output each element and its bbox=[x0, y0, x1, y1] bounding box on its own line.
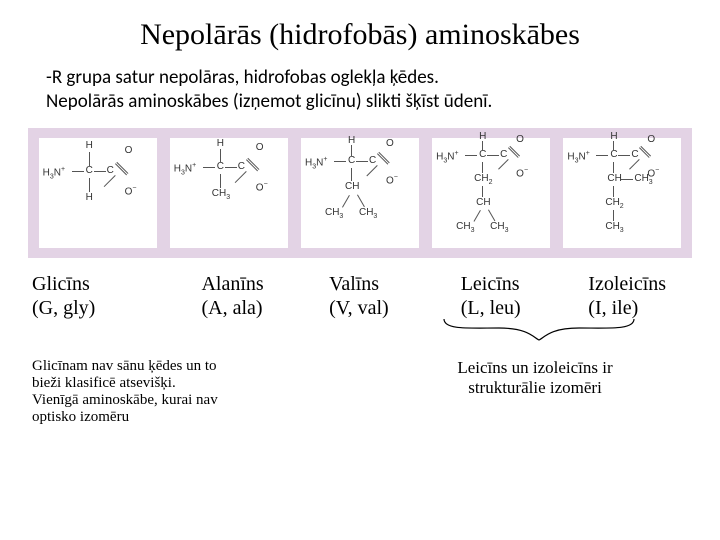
label-alanine: Alanīns (A, ala) bbox=[201, 272, 329, 320]
subtitle-block: -R grupa satur nepolāras, hidrofobas ogl… bbox=[46, 66, 682, 114]
page-title: Nepolārās (hidrofobās) aminoskābes bbox=[28, 18, 692, 52]
subtitle-line-1: -R grupa satur nepolāras, hidrofobas ogl… bbox=[46, 66, 439, 89]
label-code: (I, ile) bbox=[588, 296, 688, 320]
label-leucine: Leicīns (L, leu) bbox=[461, 272, 589, 320]
label-name: Glicīns bbox=[32, 272, 201, 296]
label-code: (A, ala) bbox=[201, 296, 329, 320]
label-isoleucine: Izoleicīns (I, ile) bbox=[588, 272, 688, 320]
label-name: Izoleicīns bbox=[588, 272, 688, 296]
structure-valine: H3N+ C H C O O− CH CH3 CH3 bbox=[301, 138, 419, 248]
label-name: Alanīns bbox=[201, 272, 329, 296]
note-glycine: Glicīnam nav sānu ķēdes un to bieži klas… bbox=[32, 358, 222, 427]
structures-band: H3N+ C H C O O− H H3N+ C H C O O− CH3 H3… bbox=[28, 128, 692, 258]
label-valine: Valīns (V, val) bbox=[329, 272, 461, 320]
brace-icon bbox=[439, 316, 639, 344]
structure-isoleucine: H3N+ C H C O O− CH CH3 CH2 CH3 bbox=[563, 138, 681, 248]
structure-alanine: H3N+ C H C O O− CH3 bbox=[170, 138, 288, 248]
note-isomers: Leicīns un izoleicīns ir strukturālie iz… bbox=[420, 358, 650, 427]
bottom-notes: Glicīnam nav sānu ķēdes un to bieži klas… bbox=[28, 358, 692, 427]
label-name: Leicīns bbox=[461, 272, 589, 296]
labels-row: Glicīns (G, gly) Alanīns (A, ala) Valīns… bbox=[28, 272, 692, 320]
label-code: (G, gly) bbox=[32, 296, 201, 320]
label-name: Valīns bbox=[329, 272, 461, 296]
structure-glycine: H3N+ C H C O O− H bbox=[39, 138, 157, 248]
label-glycine: Glicīns (G, gly) bbox=[32, 272, 201, 320]
brace-wrap bbox=[424, 316, 654, 344]
subtitle-line-2: Nepolārās aminoskābes (izņemot glicīnu) … bbox=[46, 90, 492, 113]
label-code: (V, val) bbox=[329, 296, 461, 320]
structure-leucine: H3N+ C H C O O− CH2 CH CH3 CH3 bbox=[432, 138, 550, 248]
label-code: (L, leu) bbox=[461, 296, 589, 320]
